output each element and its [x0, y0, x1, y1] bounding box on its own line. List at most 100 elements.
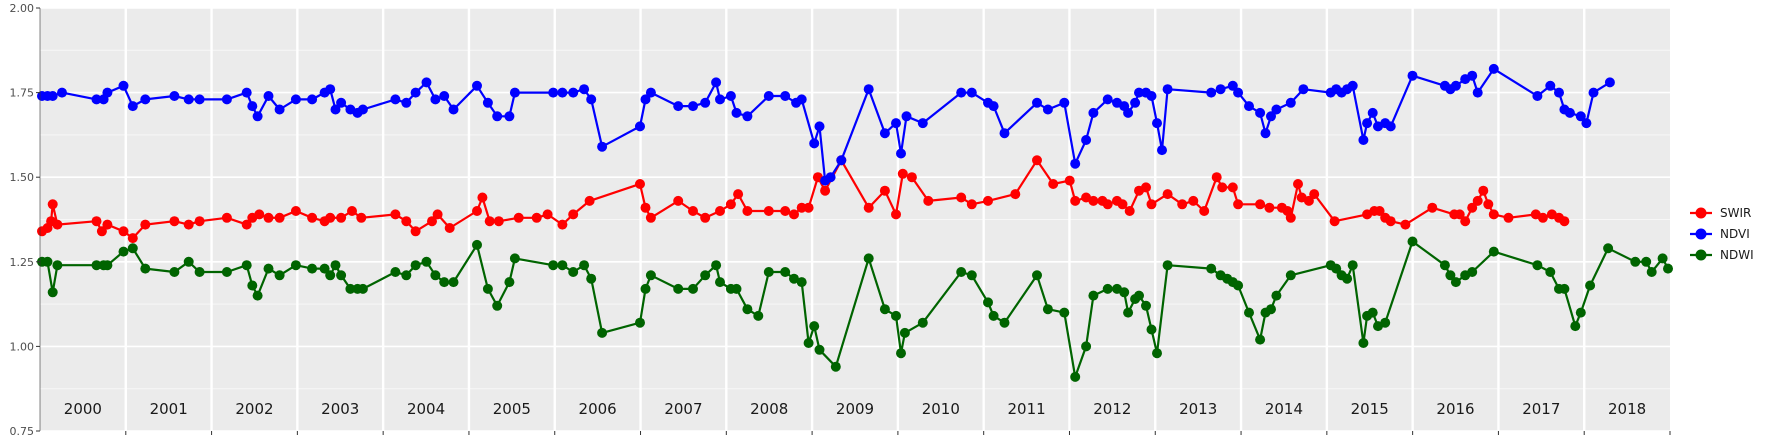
data-point-ndvi	[1206, 87, 1217, 98]
data-point-swir	[891, 209, 901, 220]
data-point-swir	[725, 199, 736, 210]
data-point-ndvi	[247, 101, 258, 112]
data-point-ndwi	[1445, 270, 1456, 281]
data-point-ndwi	[711, 260, 722, 271]
data-point-ndwi	[988, 310, 999, 321]
data-point-ndwi	[830, 361, 841, 372]
data-point-swir	[1124, 206, 1135, 216]
data-point-ndvi	[169, 91, 180, 101]
data-point-ndwi	[492, 300, 503, 311]
data-point-swir	[140, 219, 151, 230]
data-point-swir	[52, 219, 63, 230]
data-point-swir	[290, 206, 301, 216]
data-point-ndvi	[1564, 107, 1575, 118]
data-point-ndwi	[319, 263, 330, 274]
data-point-ndwi	[263, 263, 274, 274]
data-point-ndwi	[410, 260, 421, 271]
data-point-ndwi	[118, 246, 129, 257]
data-point-swir	[1454, 209, 1465, 220]
data-point-ndvi	[410, 87, 421, 98]
data-point-ndvi	[1059, 97, 1070, 108]
data-point-ndwi	[1407, 236, 1418, 247]
data-point-swir	[432, 209, 443, 220]
data-point-swir	[1503, 212, 1514, 223]
data-point-ndwi	[1102, 283, 1113, 294]
data-point-swir	[1400, 219, 1411, 230]
data-point-swir	[477, 192, 488, 203]
data-point-ndvi	[645, 87, 656, 98]
data-point-ndvi	[194, 94, 205, 105]
data-point-swir	[1064, 175, 1075, 186]
data-point-swir	[742, 206, 753, 216]
data-point-ndvi	[1255, 107, 1266, 118]
data-point-ndwi	[789, 273, 799, 284]
data-point-swir	[325, 212, 336, 223]
data-point-ndvi	[763, 91, 774, 101]
data-point-ndvi	[1102, 94, 1113, 105]
data-point-ndwi	[91, 260, 102, 271]
data-point-ndwi	[482, 283, 493, 294]
data-point-ndvi	[1407, 70, 1418, 81]
data-point-ndwi	[1657, 253, 1668, 264]
year-label: 2016	[1436, 400, 1474, 418]
data-point-ndvi	[1260, 128, 1271, 139]
data-point-ndvi	[548, 87, 559, 98]
data-point-swir	[118, 226, 129, 237]
data-point-ndvi	[688, 101, 698, 112]
data-point-ndwi	[586, 273, 597, 284]
data-point-ndvi	[1130, 97, 1141, 108]
data-point-ndvi	[640, 94, 651, 105]
data-point-ndwi	[1206, 263, 1217, 274]
data-point-ndvi	[1081, 135, 1092, 145]
data-point-ndvi	[1032, 97, 1042, 108]
data-point-ndvi	[1358, 135, 1369, 145]
data-point-swir	[169, 216, 180, 227]
data-point-ndvi	[879, 128, 890, 139]
data-point-ndwi	[102, 260, 113, 271]
data-point-ndwi	[1255, 334, 1266, 345]
data-point-swir	[1264, 202, 1275, 213]
data-point-ndwi	[169, 267, 180, 277]
data-point-ndwi	[548, 260, 559, 271]
data-point-ndwi	[1070, 371, 1081, 382]
data-point-ndwi	[917, 317, 928, 328]
data-point-swir	[1472, 195, 1483, 206]
data-point-ndwi	[1059, 307, 1070, 318]
data-point-ndwi	[336, 270, 347, 281]
data-point-ndvi	[307, 94, 318, 105]
data-point-ndvi	[579, 84, 590, 95]
data-point-ndwi	[1603, 243, 1614, 254]
data-point-ndwi	[1439, 260, 1450, 271]
data-point-ndwi	[803, 338, 814, 348]
data-point-ndwi	[472, 239, 482, 250]
data-point-ndvi	[1070, 158, 1081, 169]
data-point-ndwi	[1134, 290, 1144, 301]
data-point-ndwi	[1646, 267, 1657, 277]
data-point-swir	[356, 212, 367, 223]
data-point-swir	[274, 212, 285, 223]
data-point-ndvi	[809, 138, 820, 149]
data-point-swir	[336, 212, 347, 223]
year-gridlines	[124, 8, 1586, 431]
data-point-ndvi	[966, 87, 977, 98]
data-point-swir	[241, 219, 252, 230]
data-point-ndwi	[1233, 280, 1244, 291]
data-point-swir	[1146, 199, 1157, 210]
data-point-ndvi	[1271, 104, 1282, 115]
year-label: 2007	[664, 400, 702, 418]
data-point-swir	[390, 209, 401, 220]
series-swir	[37, 155, 1570, 244]
data-point-ndvi	[263, 91, 274, 101]
data-point-swir	[1217, 182, 1228, 193]
data-point-ndvi	[118, 80, 129, 91]
legend-label: SWIR	[1720, 206, 1751, 220]
data-point-ndwi	[557, 260, 568, 271]
data-point-swir	[1285, 212, 1296, 223]
data-point-ndvi	[290, 94, 301, 105]
data-point-ndwi	[439, 277, 450, 288]
data-point-ndwi	[1367, 307, 1378, 318]
data-point-ndwi	[763, 267, 774, 277]
data-point-ndvi	[825, 172, 836, 183]
data-point-ndvi	[221, 94, 232, 105]
